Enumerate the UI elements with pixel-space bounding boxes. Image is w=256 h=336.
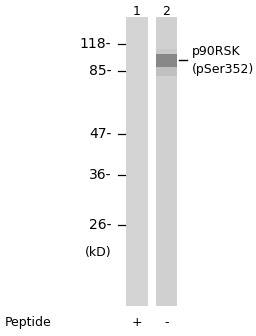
Text: -: - [164,316,169,329]
Text: 85-: 85- [89,64,111,78]
Bar [156,49,177,54]
Bar [126,17,148,306]
Text: (kD): (kD) [85,246,111,259]
Text: 118-: 118- [80,37,111,51]
Text: 47-: 47- [89,127,111,141]
Text: 36-: 36- [89,168,111,182]
Bar [156,17,177,306]
Text: 26-: 26- [89,218,111,232]
Bar [156,67,177,76]
Text: 1: 1 [133,5,141,18]
Text: Peptide: Peptide [5,316,52,329]
Text: +: + [132,316,142,329]
Text: p90RSK
(pSer352): p90RSK (pSer352) [192,45,254,76]
Bar [156,54,177,67]
Text: 2: 2 [163,5,170,18]
